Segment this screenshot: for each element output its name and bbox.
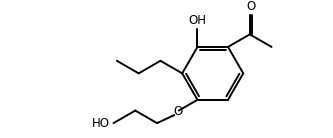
Text: HO: HO [92, 117, 110, 130]
Text: O: O [246, 0, 256, 13]
Text: OH: OH [188, 14, 206, 27]
Text: O: O [173, 105, 182, 118]
